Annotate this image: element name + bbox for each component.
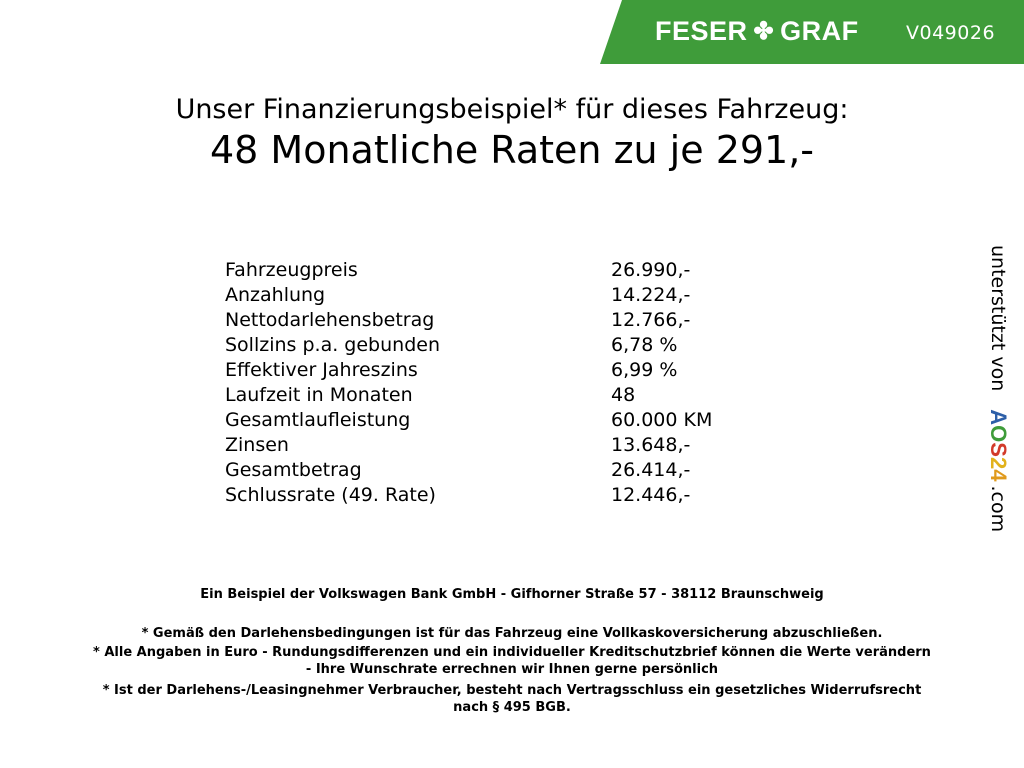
table-row: Gesamtlaufleistung 60.000 KM (225, 408, 712, 433)
table-row: Nettodarlehensbetrag 12.766,- (225, 308, 712, 333)
aos24-logo: AOS24 (985, 409, 1011, 481)
table-row: Schlussrate (49. Rate) 12.446,- (225, 483, 712, 508)
bank-note: Ein Beispiel der Volkswagen Bank GmbH - … (200, 587, 824, 602)
row-label: Effektiver Jahreszins (225, 359, 418, 381)
row-label: Fahrzeugpreis (225, 259, 358, 281)
row-value: 12.766,- (611, 309, 691, 331)
footnote-3a: * Ist der Darlehens-/Leasingnehmer Verbr… (102, 683, 922, 698)
table-row: Fahrzeugpreis 26.990,- (225, 258, 712, 283)
row-label: Zinsen (225, 434, 289, 456)
logo-s: S (986, 442, 1011, 457)
row-value: 48 (611, 384, 636, 406)
brand-logo: FESER ✤ GRAF (655, 16, 859, 47)
row-value: 6,99 % (611, 359, 678, 381)
title-line1: Unser Finanzierungsbeispiel* für dieses … (175, 94, 849, 125)
table-row: Anzahlung 14.224,- (225, 283, 712, 308)
footnote-2b: - Ihre Wunschrate errechnen wir Ihnen ge… (305, 662, 719, 677)
table-row: Zinsen 13.648,- (225, 433, 712, 458)
table-row: Laufzeit in Monaten 48 (225, 383, 712, 408)
table-row: Sollzins p.a. gebunden 6,78 % (225, 333, 712, 358)
row-label: Nettodarlehensbetrag (225, 309, 435, 331)
footnote-3b: nach § 495 BGB. (453, 700, 571, 715)
row-label: Gesamtbetrag (225, 459, 362, 481)
table-row: Gesamtbetrag 26.414,- (225, 458, 712, 483)
row-label: Gesamtlaufleistung (225, 409, 411, 431)
vehicle-code: V049026 (906, 22, 996, 44)
row-label: Anzahlung (225, 284, 326, 306)
row-value: 12.446,- (611, 484, 691, 506)
supported-by-text: unterstützt von (987, 245, 1009, 392)
logo-2: 2 (986, 456, 1011, 470)
logo-a: A (986, 409, 1011, 426)
row-value: 26.414,- (611, 459, 691, 481)
logo-o: O (986, 425, 1011, 443)
title-line2: 48 Monatliche Raten zu je 291,- (209, 128, 815, 172)
row-value: 14.224,- (611, 284, 691, 306)
logo-4: 4 (986, 469, 1011, 482)
footnote-2a: * Alle Angaben in Euro - Rundungsdiffere… (93, 645, 931, 660)
clover-icon: ✤ (753, 17, 775, 45)
brand-left: FESER (655, 16, 748, 46)
row-label: Schlussrate (49. Rate) (225, 484, 436, 506)
supported-by: unterstützt von AOS24 .com (985, 245, 1011, 532)
row-value: 13.648,- (611, 434, 691, 456)
row-label: Sollzins p.a. gebunden (225, 334, 440, 356)
row-value: 6,78 % (611, 334, 678, 356)
row-value: 26.990,- (611, 259, 691, 281)
supported-by-suffix: .com (987, 485, 1009, 533)
header-banner (600, 0, 1024, 64)
row-value: 60.000 KM (611, 409, 713, 431)
row-label: Laufzeit in Monaten (225, 384, 413, 406)
footnote-1: * Gemäß den Darlehensbedingungen ist für… (141, 626, 883, 641)
table-row: Effektiver Jahreszins 6,99 % (225, 358, 712, 383)
brand-right: GRAF (780, 16, 859, 46)
financing-table: Fahrzeugpreis 26.990,- Anzahlung 14.224,- Ne… (225, 258, 712, 508)
